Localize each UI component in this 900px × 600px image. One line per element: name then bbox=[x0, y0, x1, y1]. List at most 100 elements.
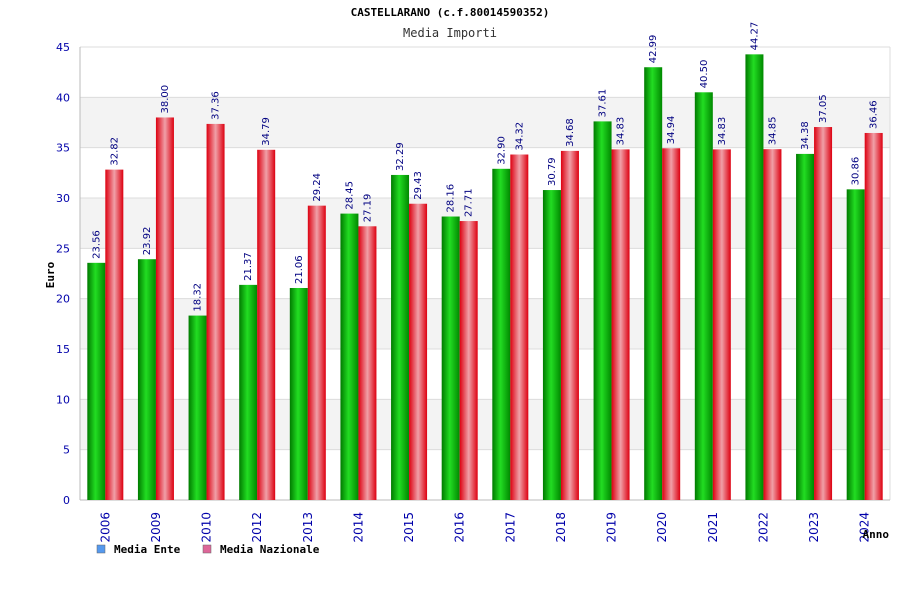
value-label-media-nazionale-2009: 38.00 bbox=[160, 85, 171, 114]
chart-title: CASTELLARANO (c.f.80014590352) bbox=[351, 6, 550, 19]
bar-media-nazionale-2012 bbox=[257, 149, 276, 500]
y-tick-label: 35 bbox=[56, 142, 70, 155]
x-tick-label-2015: 2015 bbox=[402, 512, 416, 543]
bar-media-nazionale-2013 bbox=[307, 205, 326, 500]
y-tick-label: 25 bbox=[56, 242, 70, 255]
x-tick-label-2012: 2012 bbox=[250, 512, 264, 543]
bar-media-ente-2014 bbox=[340, 213, 359, 500]
bar-media-nazionale-2023 bbox=[814, 127, 833, 500]
bar-media-ente-2022 bbox=[745, 54, 764, 501]
value-label-media-nazionale-2006: 32.82 bbox=[109, 137, 120, 166]
plot-band bbox=[80, 47, 890, 98]
bar-media-nazionale-2016 bbox=[459, 221, 478, 500]
x-tick-label-2006: 2006 bbox=[98, 512, 112, 543]
x-tick-label-2013: 2013 bbox=[301, 512, 315, 543]
x-tick-label-2014: 2014 bbox=[351, 512, 365, 543]
value-label-media-ente-2024: 30.86 bbox=[851, 157, 862, 186]
bar-media-ente-2006 bbox=[87, 262, 106, 500]
bar-media-ente-2023 bbox=[796, 153, 815, 500]
value-label-media-ente-2006: 23.56 bbox=[91, 230, 102, 259]
y-tick-label: 10 bbox=[56, 393, 70, 406]
value-label-media-nazionale-2024: 36.46 bbox=[869, 100, 880, 129]
value-label-media-nazionale-2022: 34.85 bbox=[767, 117, 778, 146]
x-tick-label-2020: 2020 bbox=[655, 512, 669, 543]
legend-label-media-nazionale: Media Nazionale bbox=[220, 543, 320, 556]
value-label-media-nazionale-2015: 29.43 bbox=[413, 171, 424, 200]
value-label-media-ente-2019: 37.61 bbox=[598, 89, 609, 118]
value-label-media-ente-2015: 32.29 bbox=[395, 142, 406, 171]
x-axis-label: Anno bbox=[863, 528, 890, 541]
value-label-media-nazionale-2010: 37.36 bbox=[211, 91, 222, 120]
x-tick-label-2022: 2022 bbox=[756, 512, 770, 543]
x-tick-label-2021: 2021 bbox=[706, 512, 720, 543]
y-axis-label: Euro bbox=[44, 261, 57, 288]
value-label-media-nazionale-2023: 37.05 bbox=[818, 94, 829, 123]
x-tick-label-2018: 2018 bbox=[554, 512, 568, 543]
value-label-media-nazionale-2018: 34.68 bbox=[565, 118, 576, 147]
value-label-media-ente-2013: 21.06 bbox=[294, 255, 305, 284]
value-label-media-ente-2021: 40.50 bbox=[699, 60, 710, 89]
value-label-media-ente-2022: 44.27 bbox=[749, 22, 760, 51]
bar-media-ente-2009 bbox=[137, 259, 156, 500]
bar-media-nazionale-2009 bbox=[155, 117, 174, 500]
bar-media-nazionale-2021 bbox=[712, 149, 731, 501]
legend: Media Ente Media Nazionale bbox=[96, 543, 320, 556]
bar-media-nazionale-2024 bbox=[864, 132, 883, 500]
bar-media-ente-2021 bbox=[694, 92, 713, 501]
value-label-media-nazionale-2014: 27.19 bbox=[362, 194, 373, 223]
legend-label-media-ente: Media Ente bbox=[114, 543, 181, 556]
value-label-media-nazionale-2019: 34.83 bbox=[616, 117, 627, 146]
bar-media-nazionale-2018 bbox=[560, 150, 579, 500]
bar-media-nazionale-2014 bbox=[358, 226, 377, 500]
bar-media-nazionale-2010 bbox=[206, 123, 225, 500]
legend-swatch-media-nazionale bbox=[202, 544, 212, 554]
value-label-media-ente-2023: 34.38 bbox=[800, 121, 811, 150]
bar-media-nazionale-2020 bbox=[662, 148, 681, 500]
x-axis-ticks: 2006 2009 2010 2012 2013 2014 2015 2016 2017 2018… bbox=[98, 512, 871, 543]
value-label-media-nazionale-2013: 29.24 bbox=[312, 173, 323, 202]
bar-media-nazionale-2006 bbox=[105, 169, 124, 500]
bar-media-nazionale-2019 bbox=[611, 149, 630, 501]
bar-media-nazionale-2022 bbox=[763, 149, 782, 500]
y-tick-label: 15 bbox=[56, 343, 70, 356]
bar-media-ente-2013 bbox=[289, 287, 308, 500]
bar-media-ente-2019 bbox=[593, 121, 612, 500]
value-label-media-ente-2012: 21.37 bbox=[243, 252, 254, 281]
x-tick-label-2016: 2016 bbox=[453, 512, 467, 543]
bar-media-ente-2015 bbox=[391, 174, 410, 500]
bar-media-ente-2018 bbox=[542, 190, 561, 500]
bar-media-ente-2016 bbox=[441, 216, 460, 501]
bar-media-ente-2010 bbox=[188, 315, 207, 500]
x-tick-label-2023: 2023 bbox=[807, 512, 821, 543]
value-label-media-ente-2016: 28.16 bbox=[446, 184, 457, 213]
value-label-media-ente-2020: 42.99 bbox=[648, 35, 659, 64]
value-label-media-nazionale-2021: 34.83 bbox=[717, 117, 728, 146]
x-tick-label-2010: 2010 bbox=[200, 512, 214, 543]
value-label-media-nazionale-2020: 34.94 bbox=[666, 116, 677, 145]
y-tick-label: 40 bbox=[56, 91, 70, 104]
value-label-media-ente-2018: 30.79 bbox=[547, 157, 558, 186]
bar-media-nazionale-2017 bbox=[510, 154, 529, 500]
y-axis-ticks: 0 5 10 15 20 25 30 35 40 45 bbox=[56, 41, 70, 507]
y-tick-label: 20 bbox=[56, 293, 70, 306]
value-label-media-ente-2009: 23.92 bbox=[142, 227, 153, 256]
bar-media-ente-2017 bbox=[492, 168, 511, 500]
y-tick-label: 0 bbox=[63, 494, 70, 507]
x-tick-label-2017: 2017 bbox=[503, 512, 517, 543]
value-label-media-nazionale-2016: 27.71 bbox=[464, 188, 475, 217]
value-labels: 23.56 32.82 23.92 38.00 18.32 37.36 21.37 34.79… bbox=[91, 22, 879, 312]
value-label-media-ente-2017: 32.90 bbox=[496, 136, 507, 165]
x-tick-label-2024: 2024 bbox=[858, 512, 872, 543]
x-tick-label-2019: 2019 bbox=[605, 512, 619, 543]
bar-media-ente-2024 bbox=[846, 189, 865, 501]
y-tick-label: 5 bbox=[63, 444, 70, 457]
value-label-media-nazionale-2012: 34.79 bbox=[261, 117, 272, 146]
y-tick-label: 45 bbox=[56, 41, 70, 54]
bar-media-ente-2020 bbox=[644, 67, 663, 500]
y-tick-label: 30 bbox=[56, 192, 70, 205]
bar-media-nazionale-2015 bbox=[409, 203, 428, 500]
value-label-media-nazionale-2017: 34.32 bbox=[514, 122, 525, 151]
x-tick-label-2009: 2009 bbox=[149, 512, 163, 543]
value-label-media-ente-2014: 28.45 bbox=[344, 181, 355, 210]
